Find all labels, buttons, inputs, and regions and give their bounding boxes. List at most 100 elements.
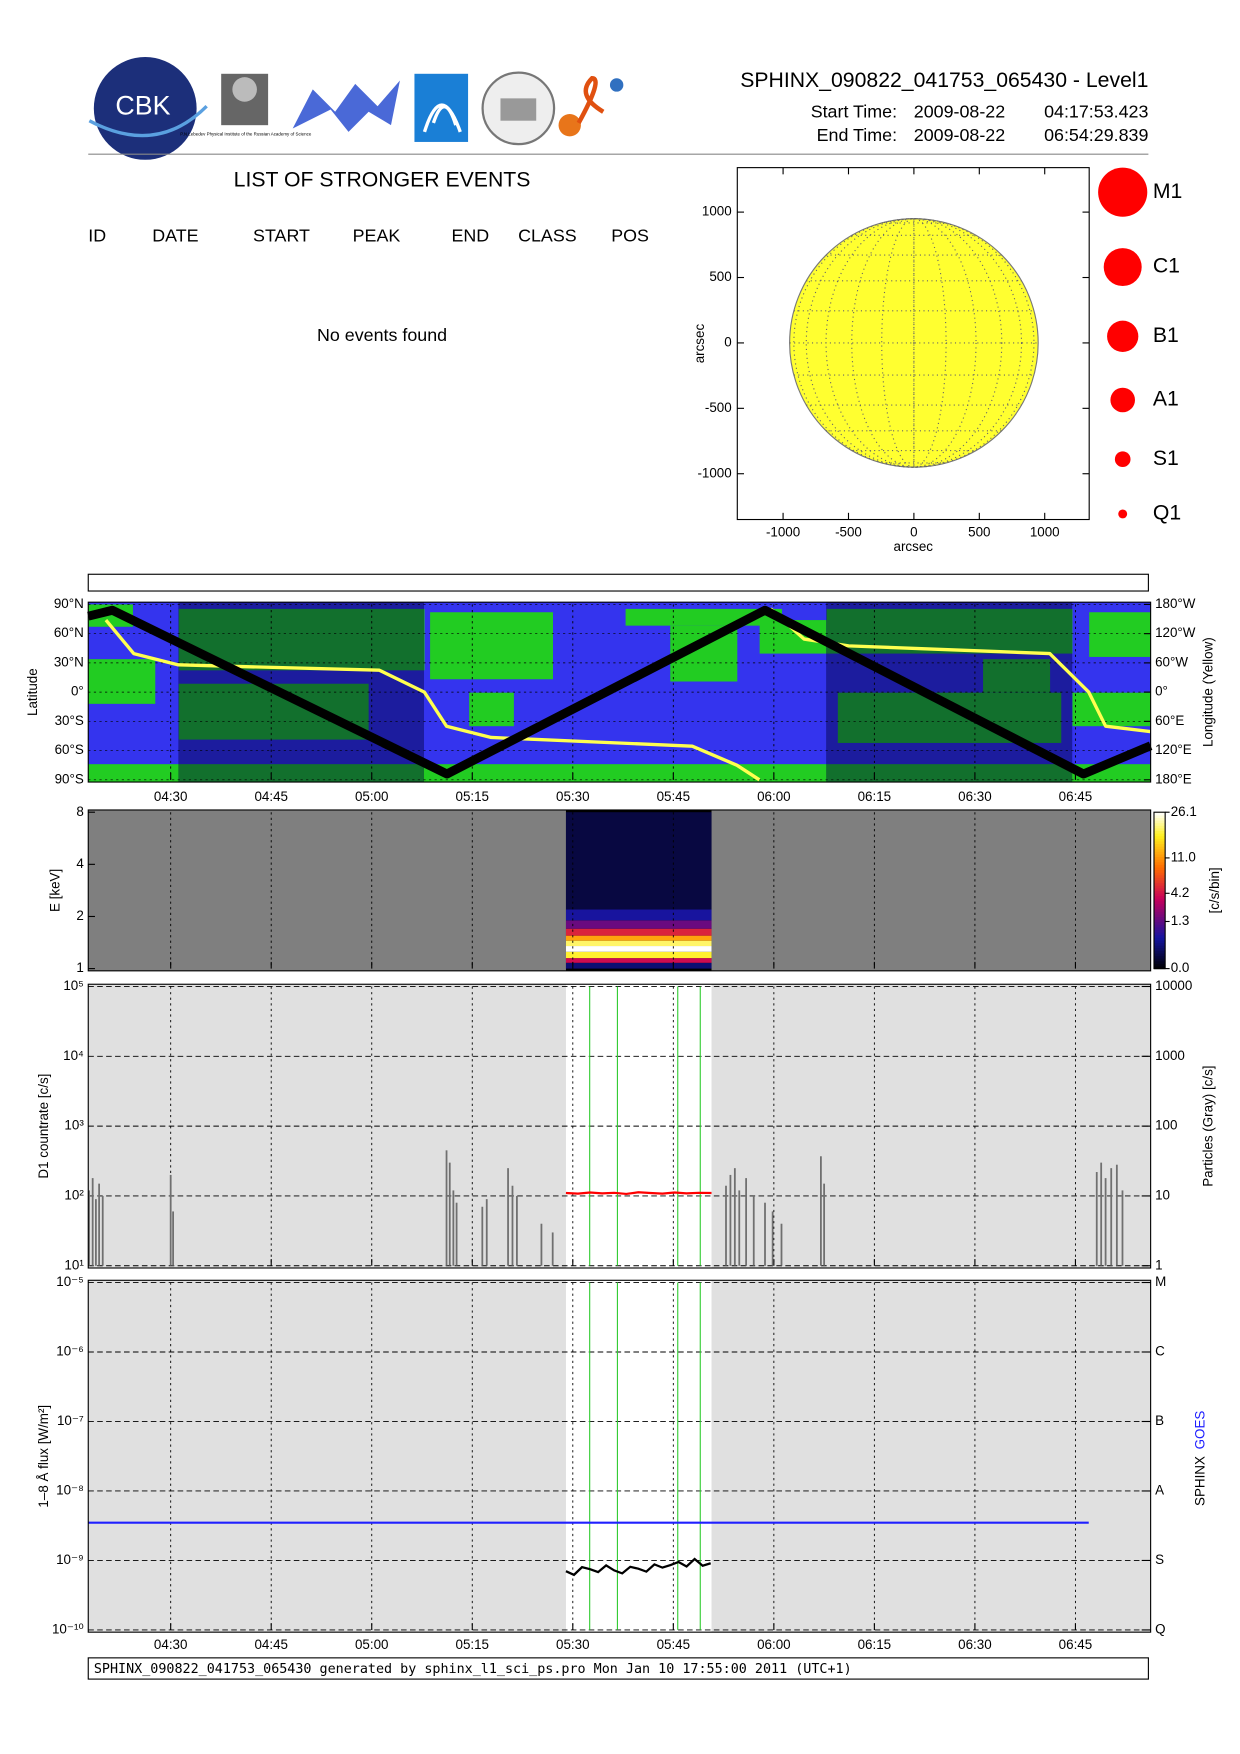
colorbar-step — [1153, 893, 1166, 897]
x-tick-label: 04:45 — [254, 1637, 288, 1652]
particle-bar — [485, 1199, 488, 1266]
particle-bar — [481, 1206, 484, 1266]
colorbar-step — [1153, 812, 1166, 816]
y-tick-label: 2 — [76, 908, 83, 923]
colorbar-step — [1153, 838, 1166, 842]
colorbar-step — [1153, 945, 1166, 949]
spectrum-cell — [565, 958, 712, 963]
colorbar-step — [1153, 919, 1166, 923]
panel-frame — [87, 983, 1152, 1269]
report-title: SPHINX_090822_041753_065430 - Level1 — [740, 69, 1148, 92]
particle-bar — [445, 1150, 448, 1266]
colorbar-step — [1153, 929, 1166, 933]
colorbar-step — [1153, 856, 1166, 860]
particle-bar — [820, 1156, 822, 1266]
start-date: 2009-08-22 — [914, 102, 1005, 122]
y2-tick-label: 60°W — [1155, 654, 1188, 669]
y-tick-label: 10² — [64, 1187, 84, 1202]
spectrum-cell — [565, 951, 712, 959]
colorbar-step — [1153, 926, 1166, 931]
colorbar-label: [c/s/bin] — [1207, 867, 1222, 913]
legend-marker — [1098, 167, 1148, 217]
colorbar-step — [1153, 827, 1166, 832]
y-tick-label: 10⁵ — [63, 978, 83, 993]
map-frame — [736, 167, 1090, 521]
colorbar-step — [1153, 921, 1166, 925]
colorbar-step — [1153, 885, 1166, 889]
y2-tick-label: 120°W — [1155, 625, 1196, 640]
y-tick-label: 10⁴ — [63, 1048, 84, 1063]
y-tick-label: 0 — [724, 334, 731, 349]
footer-text: SPHINX_090822_041753_065430 generated by… — [94, 1662, 852, 1677]
colorbar-step — [1153, 890, 1166, 894]
y-tick-label: 10⁻⁶ — [56, 1344, 83, 1359]
mifi-logo — [292, 80, 400, 132]
colorbar-step — [1153, 833, 1166, 837]
legend-marker — [1110, 387, 1135, 413]
column-header: POS — [611, 226, 649, 246]
land — [1089, 612, 1151, 657]
colorbar-step — [1153, 840, 1166, 845]
colorbar-step — [1153, 903, 1166, 907]
footer-box — [87, 1657, 1149, 1680]
particle-bar — [507, 1168, 509, 1266]
particle-bar — [516, 1195, 518, 1266]
particle-bar — [1121, 1190, 1124, 1266]
particle-bar — [169, 1174, 172, 1266]
data-window — [565, 1280, 712, 1633]
x-tick-label: 500 — [968, 524, 990, 539]
start-time: 04:17:53.423 — [1044, 102, 1148, 122]
particle-bar — [733, 1168, 736, 1266]
spectrum-cell — [565, 812, 712, 910]
colorbar-step — [1153, 853, 1166, 858]
colorbar-step — [1153, 882, 1166, 886]
land — [88, 764, 1151, 783]
x-tick-label: 05:45 — [657, 789, 691, 804]
end-label: End Time: — [817, 125, 897, 145]
colorbar-step — [1153, 861, 1166, 865]
globe-logo — [609, 78, 624, 92]
y2-tick-label: 100 — [1155, 1118, 1177, 1133]
particle-bar — [780, 1223, 783, 1266]
colorbar-step — [1153, 950, 1166, 954]
colorbar-tick-label: 4.2 — [1171, 885, 1190, 900]
legend-marker — [1118, 509, 1128, 519]
colorbar-step — [1153, 911, 1166, 915]
x-tick-label: 06:45 — [1059, 1637, 1093, 1652]
events-message: No events found — [317, 325, 447, 345]
sun-logo — [558, 114, 581, 137]
series-line — [565, 1557, 712, 1577]
x-tick-label: 06:30 — [958, 1637, 992, 1652]
colorbar-step — [1153, 822, 1166, 826]
spectrum-cell — [565, 935, 712, 941]
x-tick-label: 05:00 — [355, 1637, 389, 1652]
y-tick-label: 30°S — [55, 713, 84, 728]
particle-bar — [1115, 1164, 1118, 1266]
empty-bar — [87, 573, 1149, 592]
y2-tick-label: 0° — [1155, 684, 1168, 699]
colorbar-step — [1153, 851, 1166, 855]
x-tick-label: 05:30 — [556, 789, 590, 804]
x-tick-label: -500 — [835, 524, 862, 539]
x-tick-label: 1000 — [1030, 524, 1060, 539]
y-axis-label: D1 countrate [c/s] — [36, 1074, 51, 1179]
y2-tick-label: 180°E — [1155, 771, 1192, 786]
particle-bar — [1110, 1168, 1113, 1266]
legend-label: S1 — [1153, 447, 1179, 470]
colorbar-tick-label: 1.3 — [1171, 913, 1190, 928]
legend-label: Q1 — [1153, 502, 1181, 525]
disk-grid — [881, 218, 947, 468]
portrait-face — [232, 77, 257, 102]
x-tick-label: 05:00 — [355, 789, 389, 804]
y2-axis-label: Longitude (Yellow) — [1200, 637, 1215, 747]
colorbar-step — [1153, 934, 1166, 938]
end-time: 06:54:29.839 — [1044, 125, 1148, 145]
y-tick-label: 10⁻⁵ — [56, 1274, 84, 1289]
land — [1072, 692, 1151, 727]
colorbar-step — [1153, 932, 1166, 936]
colorbar-step — [1153, 963, 1166, 967]
colorbar-step — [1153, 877, 1166, 881]
panel-frame — [87, 1279, 1152, 1633]
